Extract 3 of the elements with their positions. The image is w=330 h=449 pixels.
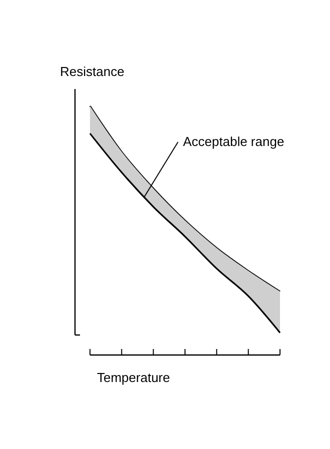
x-axis-title: Temperature — [97, 370, 170, 385]
y-axis-title: Resistance — [60, 64, 124, 79]
annotation: Acceptable range — [183, 134, 284, 149]
